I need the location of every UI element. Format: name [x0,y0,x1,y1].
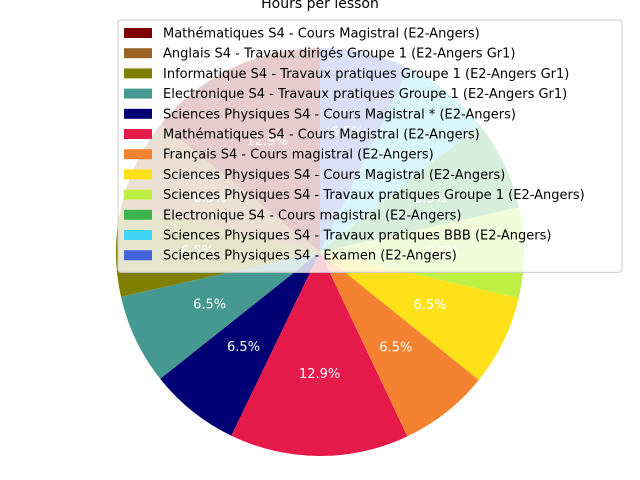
legend-swatch-1 [124,28,152,38]
legend-entry-3: Informatique S4 - Travaux pratiques Grou… [163,67,569,82]
pie-percent-label-4: 6.5% [193,297,226,312]
legend-entry-12: Sciences Physiques S4 - Examen (E2-Anger… [163,249,457,264]
legend: Mathématiques S4 - Cours Magistral (E2-A… [117,19,623,273]
legend-swatch-5 [124,108,152,119]
pie-percent-label-8: 6.5% [414,298,447,313]
pie-slice-6 [231,252,408,456]
legend-swatch-8 [124,169,152,180]
legend-swatch-2 [124,48,152,59]
legend-entry-7: Français S4 - Cours magistral (E2-Angers… [163,148,434,163]
pie-percent-label-7: 6.5% [379,341,412,356]
pie-percent-label-5: 6.5% [227,340,260,355]
legend-swatch-12 [124,250,152,261]
legend-entry-8: Sciences Physiques S4 - Cours Magistral … [163,168,505,183]
pie-percent-label-6: 12.9% [299,367,340,382]
chart-title: Hours per lesson [261,0,379,12]
legend-swatch-9 [124,189,152,200]
pie-slice-4 [120,252,320,379]
legend-entry-11: Sciences Physiques S4 - Travaux pratique… [163,229,551,244]
legend-entry-1: Mathématiques S4 - Cours Magistral (E2-A… [163,27,480,42]
pie-slice-7 [320,252,479,437]
legend-entry-10: Electronique S4 - Cours magistral (E2-An… [163,208,462,223]
pie-slice-8 [320,252,519,380]
legend-swatch-7 [124,149,152,160]
legend-swatch-3 [124,68,152,79]
legend-swatch-10 [124,209,152,220]
legend-frame [117,19,623,273]
legend-entry-9: Sciences Physiques S4 - Travaux pratique… [163,188,585,203]
pie-slice-5 [160,252,320,436]
legend-entry-4: Electronique S4 - Travaux pratiques Grou… [163,87,567,102]
legend-swatch-4 [124,88,152,99]
legend-entry-2: Anglais S4 - Travaux dirigés Groupe 1 (E… [163,47,515,62]
legend-swatch-11 [124,230,152,240]
legend-entry-5: Sciences Physiques S4 - Cours Magistral … [163,107,516,122]
legend-entry-6: Mathématiques S4 - Cours Magistral (E2-A… [163,128,480,143]
legend-swatch-6 [124,129,152,139]
